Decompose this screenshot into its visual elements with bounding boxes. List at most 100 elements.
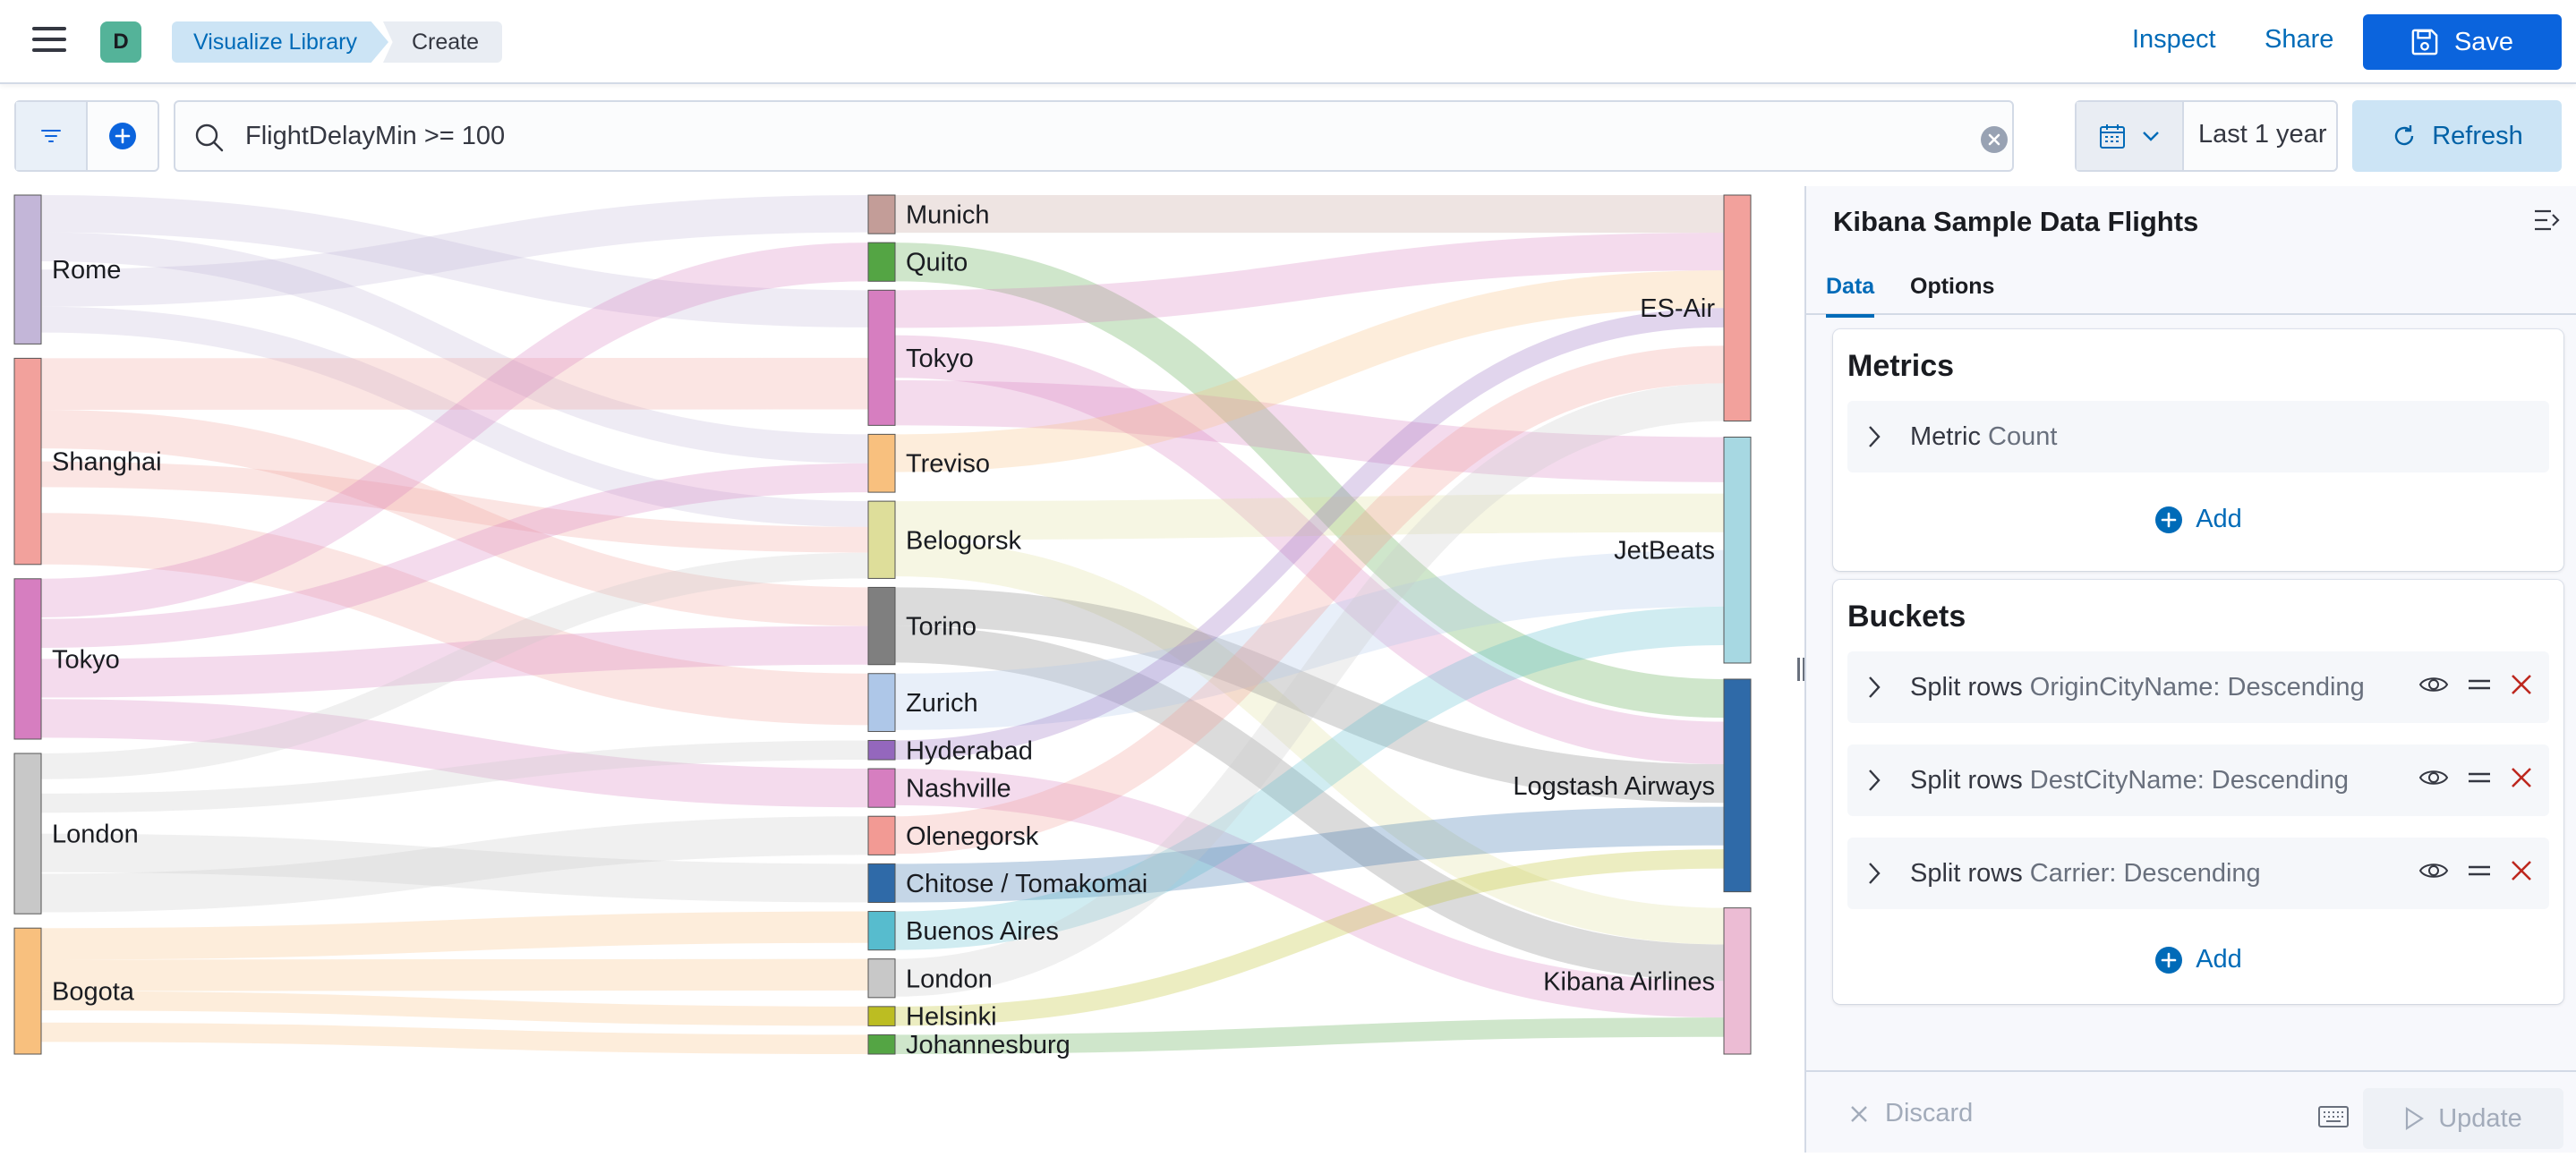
sankey-node[interactable] [867,242,896,282]
breadcrumb-visualize-library[interactable]: Visualize Library [172,21,388,63]
drag-handle-icon[interactable] [2467,676,2492,693]
row-actions [2418,673,2533,696]
save-button[interactable]: Save [2363,14,2562,70]
sankey-node-label: ES-Air [1640,294,1715,323]
sankey-link [40,195,869,307]
agg-type: Split rows [1910,673,2023,702]
sankey-node[interactable] [867,958,896,999]
sankey-link [894,233,1725,328]
refresh-button[interactable]: Refresh [2352,100,2562,172]
chevron-right-icon[interactable] [1867,768,1881,793]
sankey-node-label: Munich [906,201,990,230]
sankey-link [894,587,1725,804]
sankey-node-label: Tokyo [906,345,974,373]
sankey-node[interactable] [867,1006,896,1026]
tab-options[interactable]: Options [1910,274,1995,299]
chevron-right-icon[interactable] [1867,424,1881,449]
sankey-link [894,549,1725,730]
panel-resize-handle[interactable] [1797,658,1810,685]
save-icon [2411,29,2438,55]
sankey-link [40,1022,869,1055]
space-avatar[interactable]: D [100,21,141,63]
sankey-chart: Rome Shanghai Tokyo London Bogota Munich Quito… [0,186,1804,1153]
query-input[interactable] [245,111,1928,161]
add-bucket-button[interactable]: Add [1833,945,2563,974]
sankey-node-label: Shanghai [52,448,162,477]
share-link[interactable]: Share [2265,25,2334,54]
row-actions [2418,859,2533,882]
drag-handle-icon[interactable] [2467,862,2492,880]
sankey-node[interactable] [867,433,896,493]
update-button[interactable]: Update [2363,1088,2563,1149]
sankey-node[interactable] [867,1034,896,1055]
discard-label: Discard [1885,1099,1974,1127]
bucket-row[interactable]: Split rows OriginCityName: Descending [1847,651,2549,723]
sankey-link [894,806,1725,903]
sankey-node[interactable] [1723,907,1752,1055]
keyboard-icon[interactable] [2318,1106,2349,1127]
plus-circle-icon [2155,946,2183,974]
remove-icon[interactable] [2510,859,2533,882]
play-icon [2406,1107,2425,1130]
inspect-link[interactable]: Inspect [2132,25,2216,54]
sankey-node[interactable] [867,768,896,808]
sankey-link [40,958,869,991]
clear-icon[interactable] [1980,125,2009,154]
add-metric-button[interactable]: Add [1833,505,2563,534]
remove-icon[interactable] [2510,766,2533,789]
sankey-node-label: Olenegorsk [906,822,1039,851]
bucket-row[interactable]: Split rows Carrier: Descending [1847,838,2549,909]
drag-handle-icon[interactable] [2467,769,2492,787]
sankey-link [40,357,869,410]
eye-icon[interactable] [2418,767,2449,788]
sankey-node[interactable] [867,815,896,855]
sankey-node[interactable] [13,357,42,566]
tab-data[interactable]: Data [1826,274,1875,318]
sankey-node[interactable] [13,194,42,345]
quick-select-button[interactable] [2077,102,2184,170]
sankey-node-label: Buenos Aires [906,917,1059,946]
sankey-node[interactable] [13,753,42,915]
sankey-node[interactable] [867,739,896,761]
sankey-link [40,410,869,626]
sankey-node[interactable] [867,194,896,234]
top-header: D Visualize Library Create Inspect Share… [0,0,2576,84]
calendar-icon [2100,124,2125,149]
sankey-node[interactable] [867,586,896,666]
sankey-node[interactable] [867,911,896,951]
bucket-row[interactable]: Split rows DestCityName: Descending [1847,744,2549,816]
discard-button[interactable]: Discard [1849,1099,1973,1128]
sankey-node-label: Johannesburg [906,1031,1070,1059]
chevron-down-icon [2143,132,2159,141]
eye-icon[interactable] [2418,674,2449,695]
buckets-title: Buckets [1847,600,1966,634]
menu-icon[interactable] [32,27,66,57]
chevron-right-icon[interactable] [1867,675,1881,700]
sankey-node[interactable] [867,673,896,732]
sankey-link [40,911,869,960]
metric-count-row[interactable]: Metric Count [1847,401,2549,472]
sankey-node[interactable] [867,289,896,426]
eye-icon[interactable] [2418,860,2449,881]
sankey-node[interactable] [1723,678,1752,893]
sankey-node[interactable] [1723,436,1752,664]
sankey-node[interactable] [1723,194,1752,421]
sankey-node[interactable] [867,500,896,579]
sankey-node[interactable] [13,927,42,1055]
sankey-svg: Rome Shanghai Tokyo London Bogota Munich Quito… [13,194,1752,1059]
agg-description: DestCityName: Descending [2029,766,2349,795]
sankey-node[interactable] [867,863,896,904]
sankey-link [40,463,869,648]
chevron-right-icon[interactable] [1867,861,1881,886]
sankey-link [894,540,1725,945]
collapse-sidebar-icon[interactable] [2533,208,2562,233]
add-filter-button[interactable] [88,102,158,170]
agg-label: Split rows Carrier: Descending [1910,859,2261,889]
sankey-link [40,232,869,464]
sankey-node[interactable] [13,578,42,740]
time-range[interactable]: Last 1 year [2198,120,2327,149]
sankey-node-label: London [52,821,139,849]
filter-menu-button[interactable] [16,102,88,170]
plus-circle-icon [109,123,136,149]
remove-icon[interactable] [2510,673,2533,696]
